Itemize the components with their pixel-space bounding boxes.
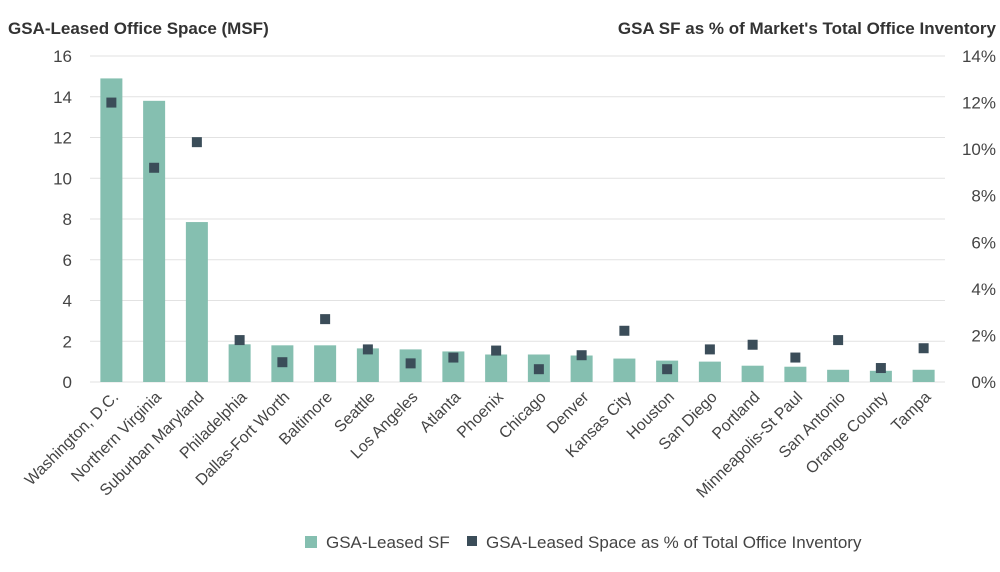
legend-bar-label: GSA-Leased SF	[326, 533, 450, 552]
right-tick-label: 12%	[962, 94, 996, 113]
bar	[698, 361, 721, 382]
left-tick-label: 8	[63, 210, 72, 229]
bar	[912, 369, 935, 382]
marker-point	[106, 97, 117, 108]
bar	[228, 344, 251, 382]
marker-point	[533, 364, 544, 375]
marker-point	[191, 137, 202, 148]
category-label: Chicago	[496, 389, 550, 443]
left-axis-ticks: 0 2 4 6 8 10 12 14 16	[53, 47, 72, 392]
bar	[100, 78, 123, 382]
bar	[827, 369, 850, 382]
bar	[185, 222, 208, 382]
marker-point	[405, 358, 416, 369]
right-tick-label: 14%	[962, 47, 996, 66]
bar	[356, 348, 379, 382]
bar	[741, 365, 764, 382]
marker-point	[448, 352, 459, 363]
marker-point	[149, 162, 160, 173]
bar	[485, 354, 508, 382]
legend-marker-swatch	[467, 536, 477, 546]
left-tick-label: 10	[53, 169, 72, 188]
marker-point	[704, 344, 715, 355]
legend: GSA-Leased SF GSA-Leased Space as % of T…	[305, 533, 862, 552]
category-label: Tampa	[888, 389, 934, 435]
marker-point	[320, 314, 331, 325]
marker-point	[362, 344, 373, 355]
legend-bar-swatch	[305, 536, 317, 548]
marker-point	[576, 350, 587, 361]
marker-series	[106, 97, 929, 375]
bar-series	[100, 78, 935, 382]
bar	[570, 355, 593, 382]
left-tick-label: 2	[63, 332, 72, 351]
marker-point	[747, 339, 758, 350]
bar	[869, 370, 892, 382]
right-tick-label: 4%	[971, 280, 996, 299]
left-tick-label: 6	[63, 251, 72, 270]
bar	[314, 345, 337, 382]
right-axis-ticks: 0% 2% 4% 6% 8% 10% 12% 14%	[962, 47, 996, 392]
right-tick-label: 8%	[971, 187, 996, 206]
category-labels: Washington, D.C.Northern VirginiaSuburba…	[22, 388, 935, 501]
marker-point	[833, 335, 844, 346]
right-tick-label: 6%	[971, 233, 996, 252]
left-tick-label: 14	[53, 88, 72, 107]
right-tick-label: 10%	[962, 140, 996, 159]
right-tick-label: 2%	[971, 326, 996, 345]
marker-point	[277, 357, 288, 368]
marker-point	[662, 364, 673, 375]
marker-point	[918, 343, 929, 354]
marker-point	[491, 345, 502, 356]
marker-point	[619, 325, 630, 336]
left-tick-label: 4	[63, 292, 72, 311]
right-tick-label: 0%	[971, 373, 996, 392]
legend-marker-label: GSA-Leased Space as % of Total Office In…	[486, 533, 862, 552]
right-axis-title: GSA SF as % of Market's Total Office Inv…	[618, 19, 997, 38]
gridlines	[90, 55, 945, 383]
left-tick-label: 12	[53, 129, 72, 148]
left-tick-label: 16	[53, 47, 72, 66]
marker-point	[875, 363, 886, 374]
left-tick-label: 0	[63, 373, 72, 392]
marker-point	[234, 335, 245, 346]
bar	[143, 100, 166, 382]
bar	[442, 351, 465, 382]
bar	[613, 358, 636, 382]
marker-point	[790, 352, 801, 363]
left-axis-title: GSA-Leased Office Space (MSF)	[8, 19, 269, 38]
bar	[784, 366, 807, 382]
